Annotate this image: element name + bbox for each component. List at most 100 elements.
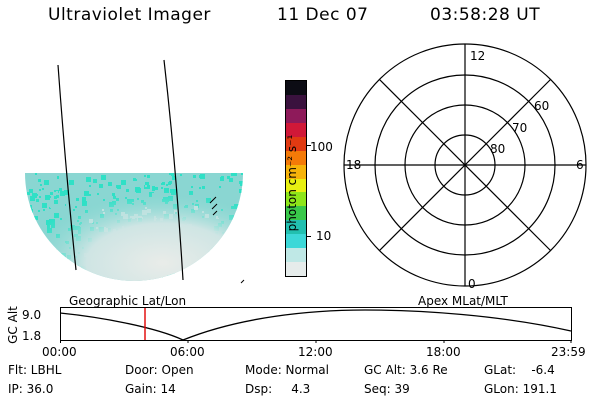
colorbar — [285, 80, 307, 277]
speckle-pixel — [241, 211, 243, 215]
speckle-pixel — [238, 237, 241, 240]
seq-value: Seq: 39 — [364, 382, 410, 396]
speckle-pixel — [65, 270, 69, 274]
speckle-pixel — [42, 257, 45, 260]
speckle-pixel — [203, 259, 208, 264]
gc-alt-value: GC Alt: 3.6 Re — [364, 363, 448, 377]
speckle-pixel — [237, 236, 240, 239]
filter-value: Flt: LBHL — [8, 363, 62, 377]
speckle-pixel — [237, 227, 239, 229]
xtick-1800: 18:00 — [426, 345, 461, 359]
speckle-pixel — [241, 240, 243, 243]
speckle-pixel — [239, 202, 241, 204]
mode-value: Mode: Normal — [245, 363, 329, 377]
speckle-pixel — [58, 263, 61, 266]
speckle-pixel — [51, 256, 56, 261]
colorbar-band — [286, 262, 306, 276]
speckle-pixel — [242, 241, 243, 245]
speckle-pixel — [77, 272, 79, 274]
speckle-pixel — [44, 250, 48, 254]
speckle-pixel — [220, 272, 223, 275]
colorbar-unit-label: photon cm⁻² s⁻¹ — [285, 134, 299, 232]
coastline-mark — [240, 279, 245, 284]
colorbar-band — [286, 248, 306, 263]
speckle-pixel — [25, 252, 30, 257]
speckle-pixel — [84, 272, 88, 276]
speckle-pixel — [206, 267, 208, 269]
speckle-pixel — [52, 249, 57, 254]
speckle-pixel — [244, 176, 249, 181]
glon-value: GLon: 191.1 — [484, 382, 557, 396]
colorbar-band — [286, 220, 306, 235]
meridian-line — [57, 64, 77, 271]
geographic-label: Geographic Lat/Lon — [69, 294, 187, 308]
speckle-pixel — [241, 227, 243, 230]
speckle-pixel — [28, 208, 30, 210]
speckle-pixel — [242, 207, 243, 212]
speckle-pixel — [217, 259, 220, 262]
polar-plot: 12 18 6 0 60 70 80 — [343, 43, 587, 291]
speckle-pixel — [218, 256, 221, 259]
speckle-pixel — [234, 256, 238, 260]
speckle-pixel — [209, 251, 213, 255]
speckle-pixel — [25, 233, 30, 238]
speckle-pixel — [25, 218, 29, 222]
date-label: 11 Dec 07 — [277, 5, 369, 25]
colorbar-band — [286, 81, 306, 96]
speckle-pixel — [238, 266, 240, 268]
speckle-pixel — [243, 173, 246, 176]
speckle-pixel — [31, 229, 35, 233]
speckle-pixel — [237, 220, 242, 225]
altitude-timeline — [60, 307, 572, 343]
speckle-pixel — [236, 261, 238, 263]
speckle-pixel — [207, 276, 209, 278]
coastline-mark — [209, 196, 218, 216]
mlt-label-12: 12 — [470, 49, 485, 63]
colorbar-band — [286, 206, 306, 221]
meridian-line — [163, 59, 184, 281]
door-value: Door: Open — [125, 363, 194, 377]
speckle-pixel — [42, 247, 47, 252]
timeline-ymax: 9.0 — [22, 308, 42, 322]
mlat-label-70: 70 — [512, 121, 527, 135]
speckle-pixel — [244, 217, 249, 222]
speckle-pixel — [36, 248, 38, 250]
speckle-pixel — [65, 262, 69, 266]
speckle-pixel — [57, 265, 59, 267]
colorbar-tick-100: 100 — [310, 140, 333, 154]
speckle-pixel — [166, 277, 168, 279]
speckle-pixel — [162, 277, 167, 281]
speckle-pixel — [206, 254, 208, 256]
colorbar-band — [286, 164, 306, 179]
speckle-pixel — [51, 269, 55, 273]
speckle-pixel — [25, 235, 29, 239]
speckle-pixel — [40, 253, 44, 257]
speckle-pixel — [225, 246, 230, 251]
speckle-pixel — [26, 198, 28, 200]
speckle-pixel — [84, 273, 87, 276]
colorbar-band — [286, 178, 306, 193]
speckle-pixel — [51, 268, 54, 271]
speckle-pixel — [38, 238, 41, 241]
speckle-pixel — [25, 224, 27, 227]
speckle-pixel — [41, 265, 43, 267]
speckle-pixel — [25, 275, 28, 279]
mlat-label-60: 60 — [534, 99, 549, 113]
speckle-pixel — [240, 276, 243, 279]
colorbar-tickmark — [306, 145, 311, 146]
speckle-pixel — [214, 257, 216, 259]
speckle-pixel — [26, 265, 29, 268]
altitude-curve — [60, 309, 572, 341]
xtick-0600: 06:00 — [170, 345, 205, 359]
speckle-pixel — [216, 265, 220, 269]
speckle-pixel — [33, 244, 38, 249]
speckle-pixel — [50, 261, 55, 266]
glat-value: GLat: -6.4 — [484, 363, 555, 377]
mlt-label-6: 6 — [576, 158, 584, 172]
colorbar-band — [286, 95, 306, 109]
polar-diagonal — [379, 79, 551, 251]
speckle-pixel — [83, 273, 85, 275]
colorbar-band — [286, 192, 306, 207]
speckle-pixel — [45, 274, 50, 279]
